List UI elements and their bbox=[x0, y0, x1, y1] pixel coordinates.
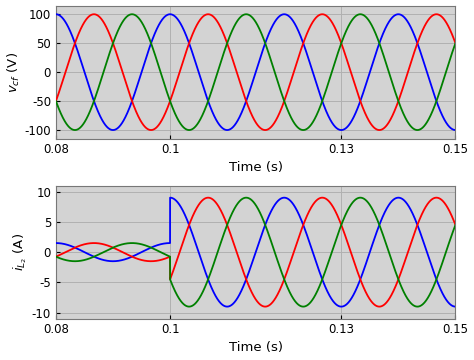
X-axis label: Time (s): Time (s) bbox=[228, 341, 283, 355]
X-axis label: Time (s): Time (s) bbox=[228, 161, 283, 175]
Y-axis label: $v_{cf}$ (V): $v_{cf}$ (V) bbox=[6, 51, 22, 93]
Y-axis label: $i_{L_2}$ (A): $i_{L_2}$ (A) bbox=[11, 233, 29, 271]
